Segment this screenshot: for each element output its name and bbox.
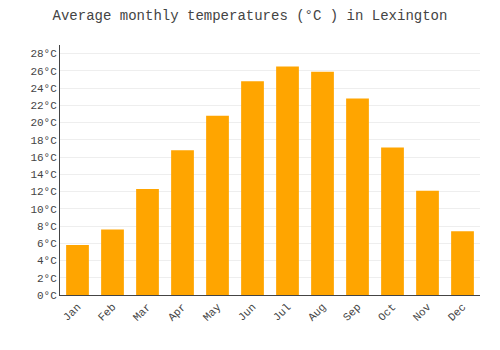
svg-text:18°C: 18°C bbox=[30, 135, 57, 147]
svg-text:Dec: Dec bbox=[446, 301, 468, 323]
svg-text:0°C: 0°C bbox=[37, 290, 57, 302]
svg-text:20°C: 20°C bbox=[30, 117, 57, 129]
svg-text:14°C: 14°C bbox=[30, 169, 57, 181]
svg-text:24°C: 24°C bbox=[30, 83, 57, 95]
svg-text:4°C: 4°C bbox=[37, 255, 57, 267]
svg-text:26°C: 26°C bbox=[30, 66, 57, 78]
svg-text:6°C: 6°C bbox=[37, 238, 57, 250]
svg-text:Mar: Mar bbox=[131, 301, 153, 323]
svg-text:Average monthly temperatures (: Average monthly temperatures (°C ) in Le… bbox=[53, 8, 448, 24]
svg-text:Apr: Apr bbox=[166, 301, 188, 323]
svg-text:Aug: Aug bbox=[306, 301, 328, 323]
svg-text:8°C: 8°C bbox=[37, 221, 57, 233]
svg-text:12°C: 12°C bbox=[30, 186, 57, 198]
svg-text:2°C: 2°C bbox=[37, 273, 57, 285]
svg-text:16°C: 16°C bbox=[30, 152, 57, 164]
svg-text:22°C: 22°C bbox=[30, 100, 57, 112]
svg-text:Oct: Oct bbox=[376, 301, 398, 323]
svg-text:May: May bbox=[201, 301, 224, 324]
svg-text:Feb: Feb bbox=[96, 301, 118, 323]
svg-text:Jun: Jun bbox=[236, 301, 258, 323]
svg-text:Jul: Jul bbox=[271, 301, 293, 323]
svg-text:Nov: Nov bbox=[411, 301, 434, 324]
svg-text:Sep: Sep bbox=[341, 301, 363, 323]
svg-text:Jan: Jan bbox=[61, 301, 83, 323]
svg-text:28°C: 28°C bbox=[30, 48, 57, 60]
svg-text:10°C: 10°C bbox=[30, 204, 57, 216]
